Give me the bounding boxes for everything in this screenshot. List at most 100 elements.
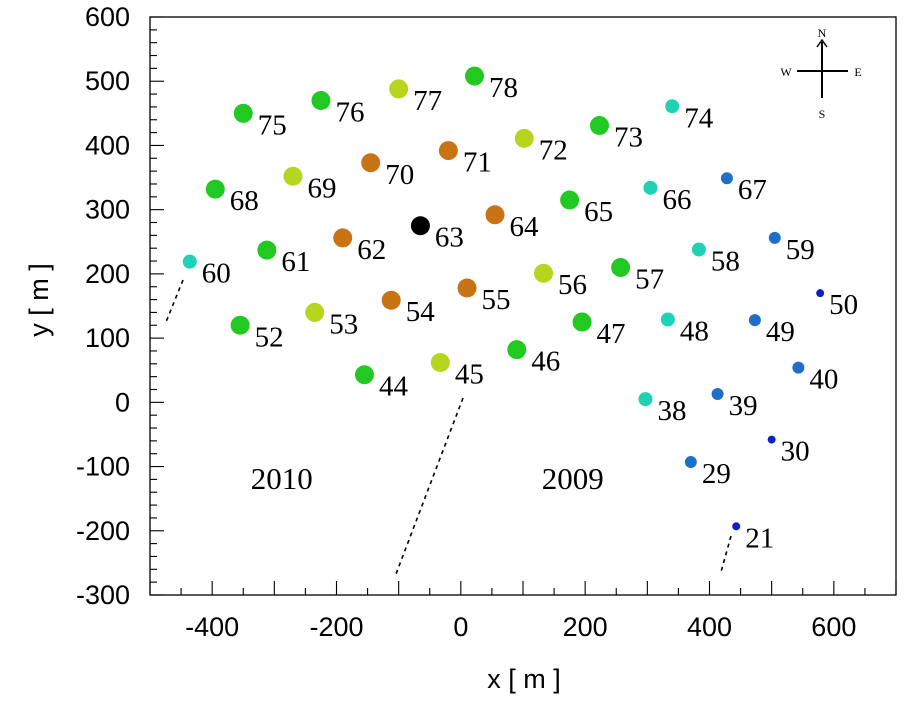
y-tick-label: 0 (115, 387, 130, 417)
station-marker (182, 254, 197, 269)
station-label: 64 (510, 211, 540, 243)
station-48: 48 (660, 312, 709, 347)
x-tick-label: -400 (185, 612, 239, 642)
station-label: 75 (258, 109, 287, 141)
station-label: 61 (281, 246, 310, 278)
station-label: 55 (482, 284, 511, 316)
station-marker (305, 302, 325, 322)
station-label: 48 (680, 315, 709, 347)
station-label: 59 (786, 234, 815, 266)
station-label: 57 (635, 263, 664, 295)
station-marker (354, 365, 374, 385)
connector-line-21 (720, 535, 732, 573)
station-label: 52 (255, 321, 284, 353)
station-38: 38 (638, 392, 686, 427)
station-label: 78 (489, 72, 518, 104)
station-label: 60 (202, 258, 231, 290)
plot-frame (149, 16, 897, 596)
station-label: 21 (745, 522, 774, 554)
station-label: 46 (531, 346, 560, 378)
station-marker (438, 141, 458, 161)
x-axis: -400 -200 0 200 400 600 (149, 581, 897, 642)
y-tick-label: -300 (76, 580, 130, 610)
y-tick-label: 100 (85, 323, 130, 353)
station-64: 64 (485, 205, 540, 243)
y-tick-label: 200 (85, 259, 130, 289)
station-52: 52 (230, 315, 284, 353)
compass-south-label: S (819, 107, 826, 121)
station-59: 59 (768, 231, 815, 266)
station-57: 57 (611, 257, 664, 295)
station-label: 76 (335, 96, 364, 128)
station-marker (361, 153, 381, 173)
station-marker (589, 116, 609, 136)
station-67: 67 (720, 172, 767, 206)
y-axis-title: y [ m ] (24, 263, 54, 337)
station-label: 70 (385, 159, 414, 191)
station-marker (485, 205, 505, 225)
compass-east-label: E (854, 65, 861, 79)
station-marker (560, 190, 580, 210)
station-label: 54 (406, 296, 436, 328)
y-tick-label: 300 (85, 195, 130, 225)
station-45: 45 (430, 353, 484, 391)
station-marker (638, 392, 653, 407)
station-label: 58 (711, 245, 740, 277)
x-tick-label: 600 (811, 612, 856, 642)
station-label: 73 (614, 122, 643, 154)
station-marker (660, 312, 675, 327)
y-tick-label: -100 (76, 452, 130, 482)
station-marker (507, 340, 527, 360)
station-label: 69 (307, 172, 336, 204)
station-marker (684, 456, 697, 469)
station-label: 56 (558, 269, 587, 301)
station-70: 70 (361, 153, 414, 191)
region-label-2009: 2009 (542, 461, 604, 496)
connector-lines (165, 279, 732, 575)
station-marker (381, 290, 401, 310)
station-63: 63 (410, 216, 464, 254)
station-marker (691, 242, 706, 257)
station-69: 69 (283, 166, 336, 204)
station-label: 63 (435, 222, 464, 254)
station-73: 73 (589, 116, 643, 154)
station-marker (389, 79, 409, 99)
station-56: 56 (534, 263, 587, 301)
station-40: 40 (792, 361, 838, 396)
station-marker (720, 172, 733, 185)
station-65: 65 (560, 190, 613, 228)
station-marker (283, 166, 303, 186)
station-marker (333, 228, 353, 248)
station-marker (257, 240, 277, 260)
station-66: 66 (643, 180, 691, 216)
x-tick-label: 0 (453, 612, 468, 642)
station-label: 30 (781, 436, 810, 468)
compass-north-arrow (816, 38, 828, 48)
y-tick-label: -200 (76, 516, 130, 546)
compass-north-label: N (818, 26, 827, 40)
station-78: 78 (465, 66, 518, 104)
y-axis: -300 -200 -100 0 100 200 300 400 500 600 (76, 2, 164, 610)
station-49: 49 (748, 314, 795, 348)
x-tick-label: 400 (687, 612, 732, 642)
station-54: 54 (381, 290, 436, 328)
station-44: 44 (354, 365, 408, 403)
station-61: 61 (257, 240, 310, 278)
station-label: 38 (657, 395, 686, 427)
station-label: 77 (413, 85, 442, 117)
station-marker (410, 216, 430, 236)
station-marker (732, 522, 741, 531)
station-marker (311, 90, 331, 110)
compass-west-label: W (780, 65, 792, 79)
station-label: 74 (684, 102, 714, 134)
station-marker (233, 103, 253, 123)
station-marker (457, 278, 477, 298)
station-label: 72 (539, 134, 568, 166)
station-72: 72 (514, 128, 568, 166)
station-marker (205, 179, 225, 199)
x-tick-label: 200 (563, 612, 608, 642)
station-label: 71 (463, 147, 492, 179)
station-label: 47 (597, 318, 626, 350)
station-60: 60 (182, 254, 231, 290)
